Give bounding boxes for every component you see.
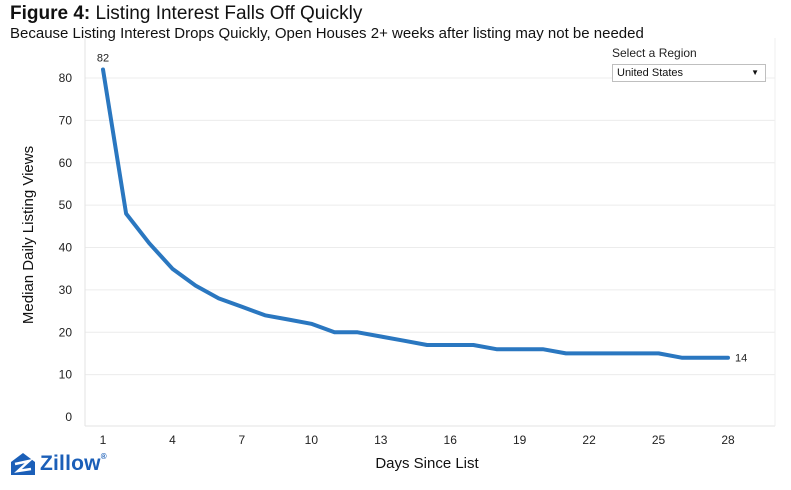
- region-select[interactable]: United States ▼: [612, 64, 766, 82]
- chart-subtitle: Because Listing Interest Drops Quickly, …: [10, 25, 644, 42]
- x-tick-label: 13: [374, 433, 388, 447]
- data-label: 82: [97, 53, 109, 65]
- x-axis-title: Days Since List: [375, 455, 479, 472]
- region-filter: Select a Region United States ▼: [612, 46, 766, 82]
- data-point: [170, 267, 174, 271]
- y-tick-label: 10: [59, 368, 73, 382]
- x-tick-label: 19: [513, 433, 527, 447]
- region-filter-label: Select a Region: [612, 46, 697, 60]
- data-point: [240, 305, 244, 309]
- data-point: [101, 68, 105, 72]
- caret-down-icon: ▼: [751, 68, 759, 77]
- y-tick-label: 50: [59, 198, 73, 212]
- x-tick-label: 25: [652, 433, 666, 447]
- x-tick-label: 16: [444, 433, 458, 447]
- data-point: [703, 356, 707, 360]
- x-tick-label: 22: [582, 433, 596, 447]
- region-select-value: United States: [617, 67, 684, 79]
- chart-title: Figure 4: Listing Interest Falls Off Qui…: [10, 3, 362, 25]
- data-point: [657, 351, 661, 355]
- title-text: Listing Interest Falls Off Quickly: [95, 3, 363, 24]
- data-point: [379, 334, 383, 338]
- y-tick-label: 0: [65, 410, 72, 424]
- data-point: [425, 343, 429, 347]
- zillow-logo: Zillow®: [10, 452, 107, 476]
- data-point: [610, 351, 614, 355]
- y-tick-label: 70: [59, 113, 73, 127]
- data-point: [564, 351, 568, 355]
- data-point: [726, 356, 730, 360]
- data-point: [332, 330, 336, 334]
- data-point: [680, 356, 684, 360]
- data-point: [402, 339, 406, 343]
- zillow-house-icon: [11, 453, 35, 475]
- data-point: [587, 351, 591, 355]
- data-point: [518, 347, 522, 351]
- x-tick-label: 7: [239, 433, 246, 447]
- data-point: [471, 343, 475, 347]
- y-tick-label: 30: [59, 283, 73, 297]
- y-tick-label: 80: [59, 71, 73, 85]
- data-point: [356, 330, 360, 334]
- brand-name: Zillow®: [40, 452, 107, 475]
- data-point: [633, 351, 637, 355]
- series-line: [101, 67, 730, 360]
- x-tick-label: 4: [169, 433, 176, 447]
- x-tick-label: 10: [305, 433, 319, 447]
- data-point: [124, 212, 128, 216]
- data-point: [448, 343, 452, 347]
- y-tick-label: 40: [59, 241, 73, 255]
- data-point: [286, 318, 290, 322]
- data-label: 14: [735, 353, 747, 365]
- y-tick-label: 20: [59, 325, 73, 339]
- y-tick-label: 60: [59, 156, 73, 170]
- data-point: [541, 347, 545, 351]
- figure-number: Figure 4:: [10, 3, 91, 24]
- y-axis-title: Median Daily Listing Views: [20, 146, 37, 324]
- data-point: [147, 241, 151, 245]
- data-point: [217, 296, 221, 300]
- data-point: [263, 313, 267, 317]
- data-point: [495, 347, 499, 351]
- x-tick-label: 1: [100, 433, 107, 447]
- data-point: [309, 322, 313, 326]
- x-tick-label: 28: [721, 433, 735, 447]
- data-point: [194, 284, 198, 288]
